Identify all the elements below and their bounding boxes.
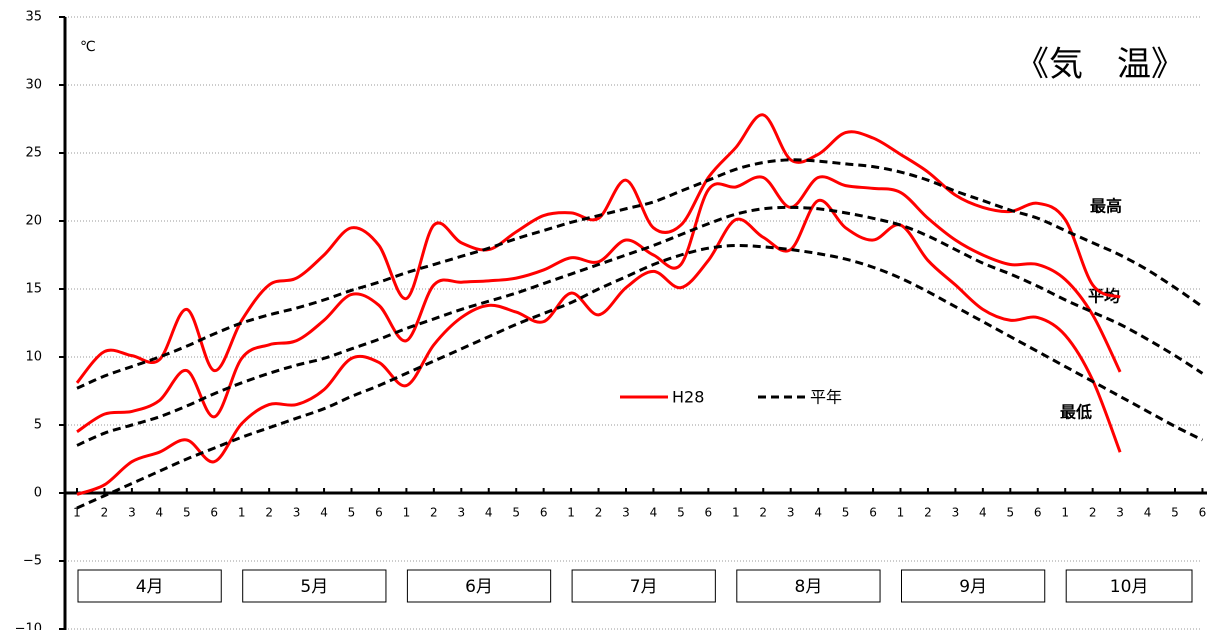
y-tick-label: 10 [25, 350, 42, 365]
x-tick-label: 6 [375, 506, 383, 520]
series-line [76, 175, 1122, 434]
y-tick-label: 30 [25, 78, 42, 93]
chart-title: 《気 温》 [1015, 45, 1185, 85]
month-box [1065, 569, 1193, 603]
series-line [76, 198, 1122, 496]
x-tick-label: 1 [73, 506, 81, 520]
x-tick-label: 3 [952, 506, 960, 520]
x-tick-label: 2 [1089, 506, 1097, 520]
x-tick-label: 1 [567, 506, 575, 520]
y-tick-label: 20 [25, 214, 42, 229]
x-tick-label: 3 [128, 506, 136, 520]
y-tick-label: −10 [15, 622, 42, 630]
x-tick-label: 1 [1061, 506, 1069, 520]
x-tick-label: 1 [238, 506, 246, 520]
x-tick-label: 2 [924, 506, 932, 520]
x-tick-label: 2 [101, 506, 109, 520]
month-box [901, 569, 1046, 603]
month-label: 8月 [795, 577, 823, 597]
y-tick-label: 25 [25, 146, 42, 161]
x-tick-label: 5 [842, 506, 850, 520]
month-box [242, 569, 387, 603]
x-tick-label: 6 [210, 506, 218, 520]
x-tick-label: 4 [814, 506, 822, 520]
y-tick-label: 15 [25, 282, 42, 297]
x-tick-label: 3 [1116, 506, 1124, 520]
legend-label: H28 [672, 388, 704, 407]
x-tick-label: 3 [293, 506, 301, 520]
unit-label: ℃ [80, 39, 96, 55]
x-tick-label: 3 [622, 506, 630, 520]
x-tick-label: 5 [183, 506, 191, 520]
month-box [571, 569, 716, 603]
line-label: 最低 [1060, 403, 1092, 422]
month-box [77, 569, 222, 603]
y-tick-label: 35 [25, 10, 42, 25]
x-tick-label: 6 [705, 506, 713, 520]
x-tick-label: 5 [348, 506, 356, 520]
x-tick-label: 4 [650, 506, 658, 520]
x-tick-label: 4 [1144, 506, 1152, 520]
x-tick-label: 4 [156, 506, 164, 520]
series-line [76, 243, 1204, 510]
x-tick-label: 2 [759, 506, 767, 520]
x-tick-label: 4 [979, 506, 987, 520]
x-tick-label: 1 [897, 506, 905, 520]
series-line [76, 158, 1204, 390]
x-tick-label: 1 [732, 506, 740, 520]
month-label: 7月 [630, 577, 658, 597]
x-tick-label: 5 [1006, 506, 1014, 520]
month-label: 10月 [1110, 577, 1149, 597]
series-line [75, 113, 1121, 384]
line-label: 平均 [1088, 287, 1120, 306]
x-tick-label: 6 [540, 506, 548, 520]
month-label: 9月 [959, 577, 987, 597]
x-tick-label: 3 [457, 506, 465, 520]
month-label: 6月 [465, 577, 493, 597]
y-tick-label: 5 [34, 418, 42, 433]
x-tick-label: 5 [512, 506, 520, 520]
y-tick-label: −5 [23, 554, 42, 569]
x-tick-label: 3 [787, 506, 795, 520]
month-label: 5月 [300, 577, 328, 597]
x-tick-label: 4 [320, 506, 328, 520]
x-tick-label: 4 [485, 506, 493, 520]
legend-label: 平年 [810, 388, 842, 407]
y-tick-label: 0 [34, 486, 42, 501]
x-tick-label: 2 [595, 506, 603, 520]
line-label: 最高 [1090, 197, 1122, 216]
x-tick-label: 6 [1199, 506, 1207, 520]
x-tick-label: 2 [265, 506, 273, 520]
x-tick-label: 5 [677, 506, 685, 520]
month-label: 4月 [136, 577, 164, 597]
x-tick-label: 1 [403, 506, 411, 520]
x-tick-label: 5 [1171, 506, 1179, 520]
x-tick-label: 2 [430, 506, 438, 520]
series-line [76, 205, 1204, 447]
x-tick-label: 6 [869, 506, 877, 520]
month-box [406, 569, 552, 603]
x-tick-label: 6 [1034, 506, 1042, 520]
month-box [736, 569, 881, 603]
